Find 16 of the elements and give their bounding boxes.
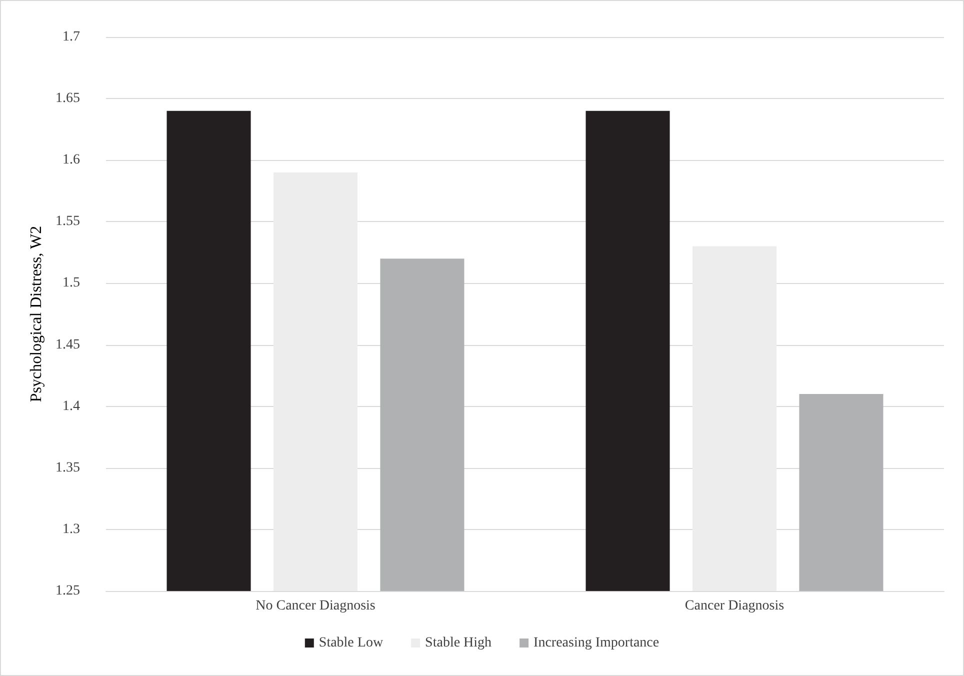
y-tick-label: 1.55 — [56, 214, 80, 230]
legend-label: Stable High — [425, 636, 492, 650]
legend-label: Stable Low — [318, 636, 384, 650]
y-tick-label: 1.4 — [62, 398, 80, 414]
y-tick-label: 1.7 — [62, 30, 80, 44]
y-tick-label: 1.5 — [62, 276, 80, 291]
y-tick-label: 1.3 — [62, 522, 80, 537]
y-axis-title: Psychological Distress, W2 — [28, 226, 46, 402]
y-tick-label: 1.6 — [62, 152, 80, 168]
y-tick-label: 1.35 — [56, 460, 80, 476]
x-tick-label: No Cancer Diagnosis — [256, 598, 376, 614]
y-tick-label: 1.65 — [56, 91, 80, 106]
legend-label: Increasing Importance — [534, 636, 660, 650]
x-tick-label: Cancer Diagnosis — [684, 598, 784, 614]
y-tick-label: 1.25 — [56, 584, 80, 598]
y-tick-label: 1.45 — [56, 337, 80, 352]
